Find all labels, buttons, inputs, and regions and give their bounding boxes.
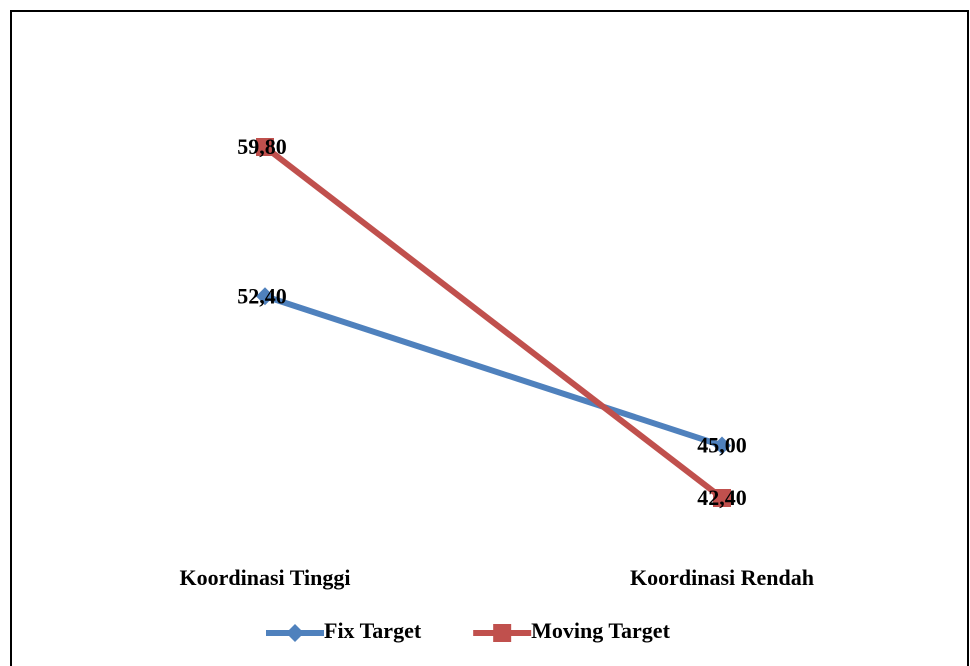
data-label: 59,80 — [237, 134, 287, 159]
line — [263, 144, 724, 501]
chart-border — [10, 10, 969, 666]
data-point — [713, 489, 731, 507]
line — [264, 293, 723, 449]
x-tick-label: Koordinasi Rendah — [630, 565, 814, 590]
legend-label: Fix Target — [324, 618, 422, 643]
legend-marker — [493, 624, 512, 642]
legend-label: Moving Target — [531, 618, 670, 643]
data-label: 42,40 — [697, 485, 747, 510]
data-point — [256, 138, 274, 156]
data-point — [256, 287, 274, 306]
data-label: 45,00 — [697, 433, 747, 458]
data-label: 52,40 — [237, 283, 287, 308]
data-point — [713, 436, 731, 455]
x-tick-label: Koordinasi Tinggi — [180, 565, 351, 590]
legend-marker — [286, 624, 304, 642]
